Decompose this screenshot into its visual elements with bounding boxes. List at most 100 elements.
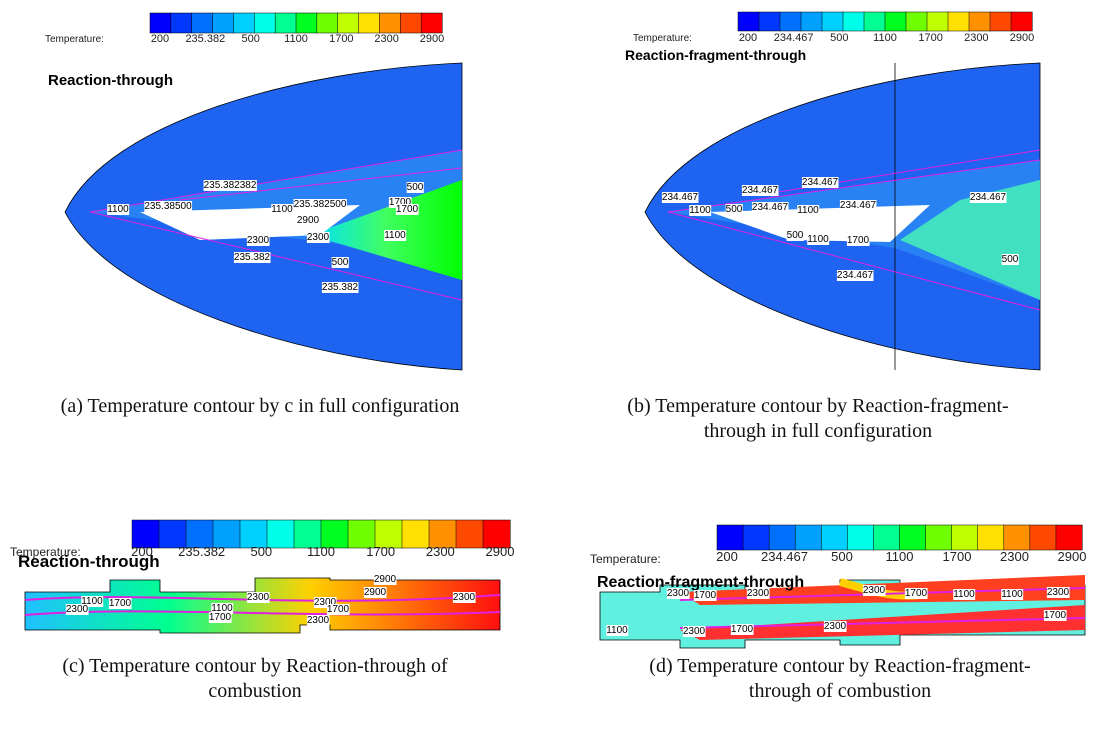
contour-label: 1100 xyxy=(384,230,406,241)
contour-label: 1100 xyxy=(81,596,103,607)
contour-label: 2300 xyxy=(683,626,706,637)
contour-label-bg xyxy=(801,177,839,188)
colorbar-label: Temperature: xyxy=(10,545,81,559)
colorbar-segment xyxy=(951,524,979,551)
contour-label: 500 xyxy=(1002,254,1019,265)
contour-label-bg xyxy=(331,257,349,268)
contour-label-bg xyxy=(807,234,830,245)
contour-label-bg xyxy=(741,185,779,196)
contour-label: 1100 xyxy=(271,204,293,215)
contour-label: 2300 xyxy=(453,592,476,603)
colorbar-segment xyxy=(379,12,401,34)
plot-a xyxy=(64,62,463,371)
colorbar-label: Temperature: xyxy=(45,34,104,45)
colorbar-segment xyxy=(884,11,907,32)
colorbar-tick: 2900 xyxy=(486,544,515,559)
colorbar-segment xyxy=(737,11,760,32)
contour-label-bg xyxy=(144,201,193,212)
contour-label-bg xyxy=(384,230,407,241)
colorbar-segment xyxy=(401,519,430,549)
contour-label: 1700 xyxy=(847,235,870,246)
contour-label: 235.38500 xyxy=(144,201,192,212)
contour-label-bg xyxy=(326,604,350,615)
contour-label-bg xyxy=(388,197,412,208)
colorbar-segment xyxy=(821,524,848,551)
contour-label: 500 xyxy=(407,182,424,193)
contour-label-bg xyxy=(693,590,717,601)
colorbar-segment xyxy=(482,519,511,549)
contour-label-bg xyxy=(661,192,699,203)
colorbar-segment xyxy=(989,11,1012,32)
contour-label: 500 xyxy=(332,257,349,268)
colorbar-tick: 200 xyxy=(716,549,738,564)
contour-label: 1100 xyxy=(107,204,129,215)
contour-label: 235.382 xyxy=(234,252,271,263)
colorbar-segment xyxy=(716,524,744,551)
contour-label-bg xyxy=(1043,610,1067,621)
contour-label-bg xyxy=(666,588,690,599)
contour-label-bg xyxy=(953,589,976,600)
colorbar-tick: 1100 xyxy=(307,544,335,559)
contour-label: 2300 xyxy=(314,597,337,608)
colorbar-tick: 2900 xyxy=(420,33,444,45)
colorbar-segment xyxy=(758,11,781,32)
contour-label-bg xyxy=(306,232,330,243)
contour-label-bg xyxy=(969,192,1007,203)
contour-label: 1700 xyxy=(209,612,232,623)
colorbar-segment xyxy=(742,524,770,551)
colorbar-segment xyxy=(1010,11,1033,32)
colorbar-label: Temperature: xyxy=(633,33,692,44)
contour-label: 1100 xyxy=(807,234,829,245)
colorbar-segment xyxy=(374,519,403,549)
colorbar-segment xyxy=(800,11,823,32)
contour-label: 2300 xyxy=(1047,587,1070,598)
contour-label: 234.467 xyxy=(742,185,779,196)
contour-label-bg xyxy=(406,182,424,193)
colorbar-segment xyxy=(274,12,297,34)
colorbar-segment xyxy=(455,519,484,549)
contour-label-bg xyxy=(725,204,743,215)
contour-label-bg xyxy=(65,604,89,615)
contour-label-bg xyxy=(823,621,847,632)
contour-label-bg xyxy=(203,180,257,191)
plot-title: Reaction-through xyxy=(48,72,173,89)
plot-title: Reaction-fragment-through xyxy=(597,574,804,591)
colorbar-tick: 234.467 xyxy=(774,32,814,44)
contour-label-bg xyxy=(730,624,754,635)
contour-label-bg xyxy=(296,215,320,226)
colorbar-tick: 500 xyxy=(241,33,259,45)
contour-label: 2900 xyxy=(374,574,397,585)
contour-label-bg xyxy=(836,270,874,281)
colorbar-tick: 1100 xyxy=(873,32,897,44)
contour-label: 1700 xyxy=(905,588,928,599)
contour-label-bg xyxy=(81,596,104,607)
contour-label: 1100 xyxy=(953,589,975,600)
contour-label-bg xyxy=(1046,587,1070,598)
colorbar-tick: 500 xyxy=(831,549,853,564)
contour-label-bg xyxy=(321,282,359,293)
colorbar-tick: 2300 xyxy=(964,32,988,44)
contour-label: 1100 xyxy=(797,205,819,216)
contour-label-bg xyxy=(606,625,629,636)
colorbar-segment xyxy=(316,12,339,34)
colorbar-segment xyxy=(899,524,927,551)
colorbar-segment xyxy=(779,11,802,32)
colorbar-segment xyxy=(842,11,865,32)
colorbar-tick: 200 xyxy=(739,32,757,44)
contour-label: 235.382500 xyxy=(294,199,347,210)
contour-label: 1700 xyxy=(694,590,717,601)
contour-label: 2300 xyxy=(247,235,270,246)
contour-label-bg xyxy=(271,204,294,215)
colorbar-segment xyxy=(926,11,949,32)
contour-label-bg xyxy=(862,585,886,596)
contour-label: 234.467 xyxy=(802,177,839,188)
colorbar-segment xyxy=(968,11,991,32)
contour-label: 2300 xyxy=(247,592,270,603)
colorbar-segment xyxy=(239,519,268,549)
contour-label: 235.382382 xyxy=(204,180,257,191)
plot-title: Reaction-through xyxy=(18,552,160,571)
contour-label-bg xyxy=(246,592,270,603)
colorbar-segment xyxy=(295,12,318,34)
colorbar-segment xyxy=(768,524,796,551)
contour-label: 1700 xyxy=(396,204,419,215)
